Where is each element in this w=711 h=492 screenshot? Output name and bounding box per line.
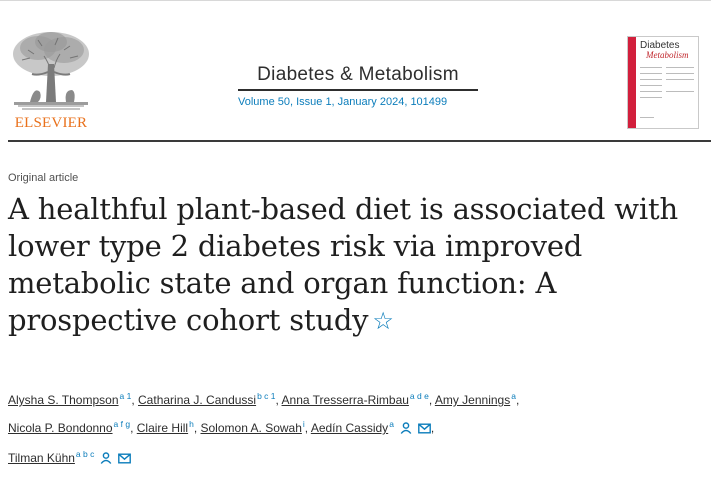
cover-text-line bbox=[666, 91, 694, 92]
article-type: Original article bbox=[8, 172, 79, 184]
author-link[interactable]: Alysha S. Thompson bbox=[8, 393, 119, 407]
journal-cover-thumbnail[interactable]: Diabetes Metabolism bbox=[627, 36, 699, 129]
cover-text-line bbox=[640, 73, 662, 74]
person-icon[interactable] bbox=[100, 448, 112, 472]
cover-text-line bbox=[640, 117, 654, 118]
author-affiliation[interactable]: a bbox=[389, 419, 394, 429]
journal-volume-link[interactable]: Volume 50, Issue 1, January 2024, 101499 bbox=[238, 96, 448, 108]
author-list: Alysha S. Thompsona 1, Catharina J. Cand… bbox=[8, 384, 708, 472]
elsevier-logo[interactable]: ELSEVIER bbox=[8, 28, 94, 132]
top-divider bbox=[0, 0, 711, 1]
cover-text-line bbox=[640, 67, 662, 68]
header-divider bbox=[8, 140, 711, 142]
author-link[interactable]: Catharina J. Candussi bbox=[138, 393, 257, 407]
cover-band bbox=[628, 37, 636, 128]
journal-title-link[interactable]: Diabetes & Metabolism bbox=[238, 64, 478, 91]
cover-subtitle: Metabolism bbox=[646, 50, 689, 60]
envelope-icon[interactable] bbox=[118, 448, 132, 472]
author-affiliation[interactable]: a bbox=[511, 391, 516, 401]
author-link[interactable]: Aedín Cassidy bbox=[310, 421, 389, 435]
author-link[interactable]: Claire Hill bbox=[136, 421, 189, 435]
author-link[interactable]: Solomon A. Sowah bbox=[200, 421, 302, 435]
person-icon[interactable] bbox=[400, 418, 412, 442]
author-affiliation[interactable]: a b c bbox=[75, 449, 95, 459]
cover-text-line bbox=[666, 67, 694, 68]
author-affiliation[interactable]: a f g bbox=[113, 419, 131, 429]
article-title: A healthful plant-based diet is associat… bbox=[8, 191, 708, 340]
journal-info: Diabetes & Metabolism Volume 50, Issue 1… bbox=[230, 64, 490, 108]
article-title-text: A healthful plant-based diet is associat… bbox=[8, 192, 678, 337]
author-link[interactable]: Amy Jennings bbox=[434, 393, 511, 407]
author-affiliation[interactable]: h bbox=[189, 419, 194, 429]
author-affiliation[interactable]: b c 1 bbox=[257, 391, 276, 401]
journal-header: ELSEVIER Diabetes & Metabolism Volume 50… bbox=[0, 8, 711, 132]
author-affiliation[interactable]: i bbox=[302, 419, 305, 429]
publisher-name: ELSEVIER bbox=[14, 115, 88, 131]
author-link[interactable]: Tilman Kühn bbox=[8, 451, 75, 465]
author-affiliation[interactable]: a 1 bbox=[119, 391, 132, 401]
tree-logo-icon bbox=[13, 32, 89, 110]
cover-title: Diabetes bbox=[640, 40, 680, 51]
author-affiliation[interactable]: a d e bbox=[409, 391, 429, 401]
cover-text-line bbox=[640, 97, 662, 98]
author-link[interactable]: Anna Tresserra-Rimbau bbox=[281, 393, 409, 407]
cover-text-line bbox=[666, 79, 694, 80]
envelope-icon[interactable] bbox=[418, 418, 431, 442]
cover-text-line bbox=[640, 79, 662, 80]
star-icon[interactable]: ☆ bbox=[372, 307, 394, 335]
cover-text-line bbox=[640, 91, 662, 92]
cover-text-line bbox=[666, 73, 694, 74]
cover-text-line bbox=[640, 85, 662, 86]
author-link[interactable]: Nicola P. Bondonno bbox=[8, 421, 113, 435]
